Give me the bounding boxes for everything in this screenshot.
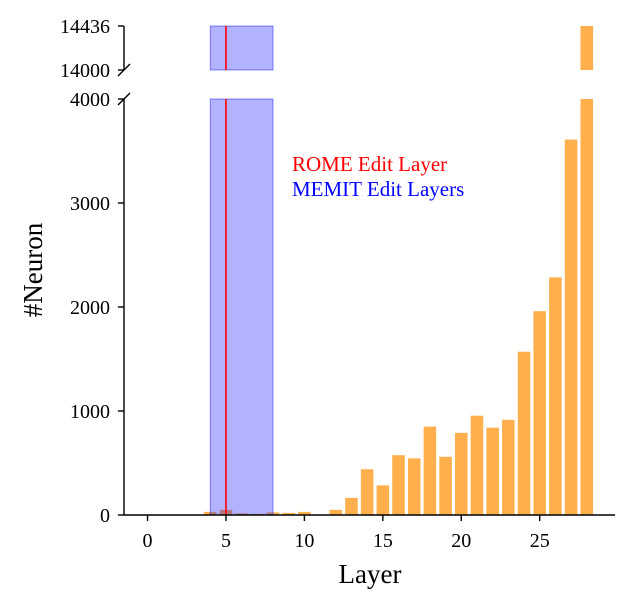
legend-memit-edit-layers: MEMIT Edit Layers xyxy=(292,177,464,201)
bar-layer-27 xyxy=(564,139,578,515)
bar-layer-17 xyxy=(407,458,421,515)
x-tick-label-20: 20 xyxy=(451,530,471,552)
bar-layer-22 xyxy=(486,427,499,515)
plot-area xyxy=(204,25,594,516)
y-tick-label-4000: 4000 xyxy=(70,89,110,111)
legend: ROME Edit Layer MEMIT Edit Layers xyxy=(292,152,464,201)
bar-layer-25 xyxy=(533,311,546,515)
axes: 0 5 10 15 20 25 0 1000 2000 3000 4000 14000 14436 xyxy=(60,16,615,552)
bar-layer-10 xyxy=(298,511,311,515)
bar-layer-16 xyxy=(392,455,405,515)
bar-upper-layer-28 xyxy=(580,26,594,70)
y-tick-label-upper-14436: 14436 xyxy=(60,16,110,38)
y-tick-label-0: 0 xyxy=(100,505,110,527)
y-tick-label-1000: 1000 xyxy=(70,401,110,423)
bar-layer-15 xyxy=(376,485,390,515)
y-axis-label: #Neuron xyxy=(18,222,48,317)
y-tick-label-upper-14000: 14000 xyxy=(60,60,110,82)
bar-layer-26 xyxy=(549,277,562,515)
x-tick-label-10: 10 xyxy=(294,530,314,552)
bar-layer-21 xyxy=(470,415,484,515)
bar-layer-6 xyxy=(235,513,248,515)
bar-layer-18 xyxy=(423,426,437,515)
bar-layer-4 xyxy=(204,511,217,515)
x-tick-label-15: 15 xyxy=(373,530,393,552)
bar-layer-9 xyxy=(282,512,295,515)
legend-rome-edit-layer: ROME Edit Layer xyxy=(292,152,447,176)
y-tick-label-2000: 2000 xyxy=(70,297,110,319)
bar-layer-28 xyxy=(580,99,594,515)
bar-layer-8 xyxy=(266,512,280,515)
bar-layer-23 xyxy=(502,419,515,515)
x-axis-label: Layer xyxy=(339,559,402,589)
x-tick-label-25: 25 xyxy=(530,530,550,552)
bar-layer-20 xyxy=(454,432,468,515)
bar-layer-12 xyxy=(329,509,343,515)
bar-layer-13 xyxy=(345,497,358,515)
memit-span-upper xyxy=(209,25,274,71)
bar-layer-14 xyxy=(360,469,374,515)
bar-layer-24 xyxy=(517,351,531,515)
memit-span-lower xyxy=(209,98,274,516)
x-tick-label-5: 5 xyxy=(221,530,231,552)
bar-layer-19 xyxy=(439,456,452,515)
y-tick-label-3000: 3000 xyxy=(70,193,110,215)
x-tick-label-0: 0 xyxy=(143,530,153,552)
